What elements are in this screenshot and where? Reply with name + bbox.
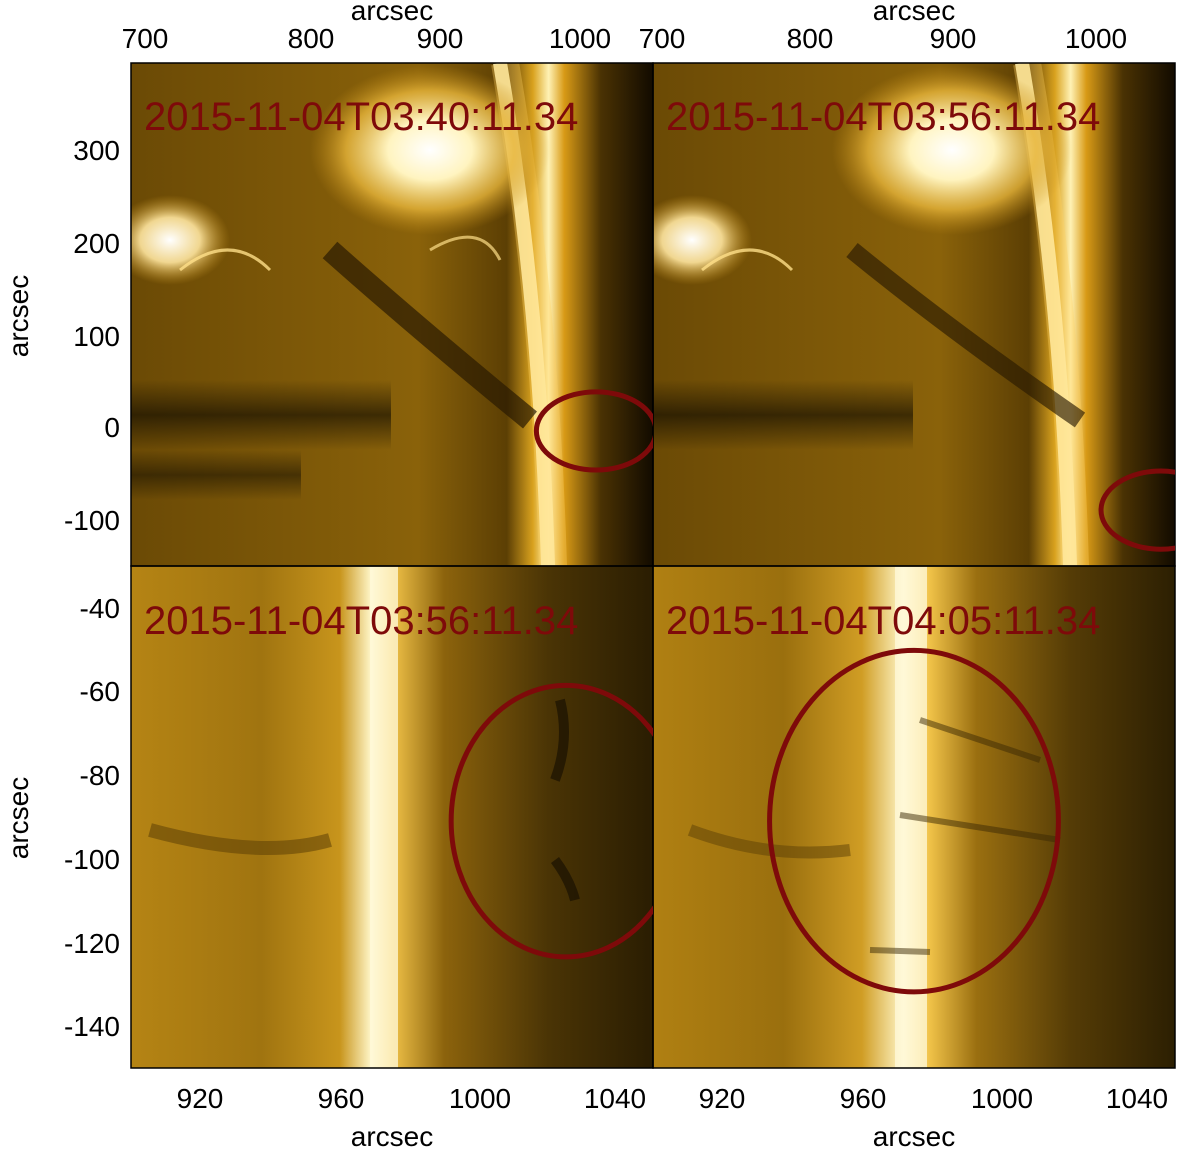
panel-top-right: [653, 63, 1175, 566]
tick-label: 960: [318, 1083, 365, 1114]
active-region: [310, 65, 550, 235]
dark-feature: [550, 698, 569, 782]
marker-circle-tl: [533, 389, 653, 473]
tick-label: 200: [73, 228, 120, 259]
bottom-axis-ticks-right: 920 960 1000 1040: [699, 1083, 1169, 1114]
timestamp-top-left: 2015-11-04T03:40:11.34: [144, 95, 578, 139]
tick-label: 960: [840, 1083, 887, 1114]
dark-filament: [322, 241, 537, 429]
bright-patch: [653, 195, 752, 285]
solar-limb: [370, 566, 398, 1068]
tick-label: 0: [104, 412, 120, 443]
marker-circle-br: [767, 647, 1061, 995]
tick-label: -120: [64, 928, 120, 959]
tick-label: 1000: [549, 23, 611, 54]
panel-bottom-left: [131, 566, 653, 1068]
tick-label: 300: [73, 135, 120, 166]
panel-top-left: [131, 63, 653, 566]
bottom-axis-label-left: arcsec: [351, 1121, 433, 1152]
tick-label: 920: [177, 1083, 224, 1114]
active-region: [832, 65, 1072, 235]
tick-label: -100: [64, 505, 120, 536]
tick-label: 800: [288, 23, 335, 54]
tick-label: -100: [64, 844, 120, 875]
tick-label: 700: [122, 23, 169, 54]
top-axis-label-right: arcsec: [873, 0, 955, 26]
tick-label: 100: [73, 321, 120, 352]
top-axis-ticks-right: 700 800 900 1000: [639, 23, 1128, 54]
left-axis-label-bottom: arcsec: [3, 777, 34, 859]
panel-frames: [130, 62, 1176, 1069]
tick-label: 700: [639, 23, 686, 54]
left-axis-ticks-top: 300 200 100 0 -100: [64, 135, 120, 536]
tick-label: 900: [930, 23, 977, 54]
tick-label: -80: [80, 760, 120, 791]
tick-label: -60: [80, 676, 120, 707]
timestamp-top-right: 2015-11-04T03:56:11.34: [666, 95, 1100, 139]
tick-label: 1040: [584, 1083, 646, 1114]
tick-label: 1000: [971, 1083, 1033, 1114]
dark-region: [653, 380, 913, 450]
bottom-axis-label-right: arcsec: [873, 1121, 955, 1152]
marker-layer: [448, 389, 1175, 995]
top-axis-label-left: arcsec: [351, 0, 433, 26]
marker-circle-bl: [448, 682, 653, 960]
timestamp-bottom-left: 2015-11-04T03:56:11.34: [144, 599, 578, 643]
tick-label: 1000: [1065, 23, 1127, 54]
dark-filament: [846, 243, 1086, 428]
left-axis-label-top: arcsec: [3, 275, 34, 357]
top-axis-ticks-left: 700 800 900 1000: [122, 23, 612, 54]
marker-circle-tr: [1098, 468, 1175, 552]
left-axis-ticks-bottom: -40 -60 -80 -100 -120 -140: [64, 593, 120, 1042]
tick-label: 1000: [449, 1083, 511, 1114]
bright-patch: [131, 195, 230, 285]
tick-label: -40: [80, 593, 120, 624]
tick-label: 920: [699, 1083, 746, 1114]
tick-label: -140: [64, 1011, 120, 1042]
bottom-axis-ticks-left: 920 960 1000 1040: [177, 1083, 647, 1114]
tick-label: 900: [417, 23, 464, 54]
tick-label: 800: [787, 23, 834, 54]
tick-label: 1040: [1106, 1083, 1168, 1114]
dark-region: [131, 380, 391, 450]
timestamp-bottom-right: 2015-11-04T04:05:11.34: [666, 599, 1100, 643]
